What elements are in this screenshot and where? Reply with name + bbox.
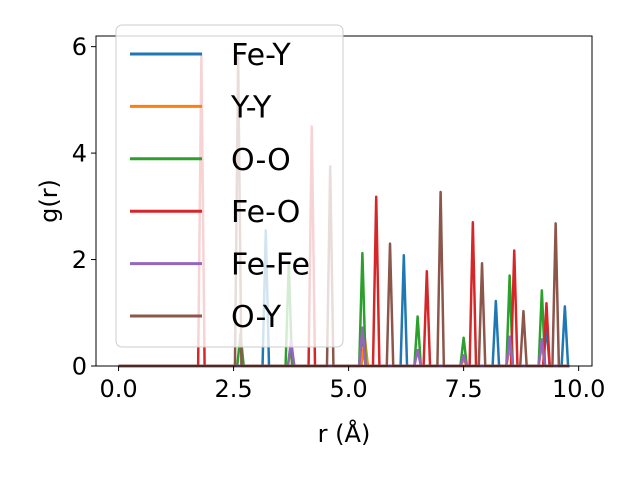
legend-label: Fe-O: [231, 195, 300, 230]
y-axis-label: g(r): [35, 179, 63, 223]
y-tick-label: 2: [72, 246, 87, 274]
plot-frame: [95, 35, 593, 367]
x-tick-label: 7.5: [445, 375, 483, 403]
x-tick-label: 5.0: [330, 375, 368, 403]
legend-label: Fe-Y: [231, 38, 291, 73]
y-tick-label: 4: [72, 140, 87, 168]
legend-label: Fe-Fe: [231, 248, 310, 283]
legend-label: O-Y: [231, 300, 282, 335]
x-tick-label: 2.5: [214, 375, 252, 403]
x-tick-label: 0.0: [99, 375, 137, 403]
y-tick-label: 0: [72, 353, 87, 381]
y-tick-label: 6: [72, 33, 87, 61]
x-axis: 0.0 2.5 5.0 7.5 10.0: [99, 366, 605, 403]
legend-label: O-O: [231, 143, 291, 178]
x-axis-label: r (Å): [318, 419, 371, 448]
legend-label: Y-Y: [230, 90, 272, 125]
legend: Fe-Y Y-Y O-O Fe-O Fe-Fe O-Y: [115, 24, 344, 348]
y-axis: 0 2 4 6: [72, 33, 96, 381]
legend-box: [115, 24, 344, 348]
x-tick-label: 10.0: [552, 375, 605, 403]
